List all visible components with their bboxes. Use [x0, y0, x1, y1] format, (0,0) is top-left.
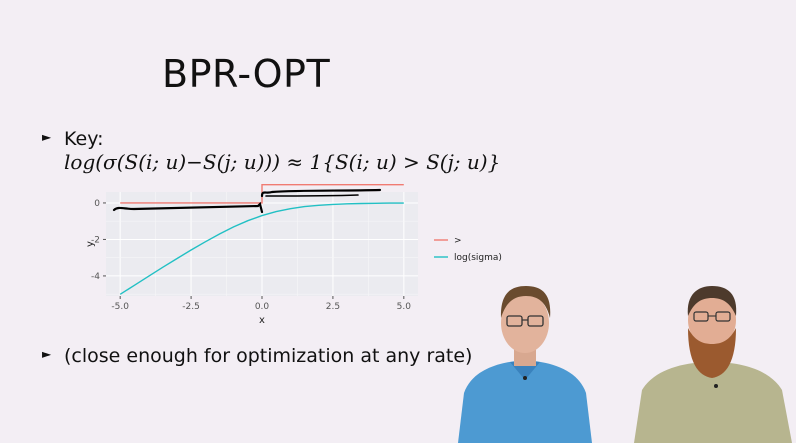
x-tick-label: 2.5 — [326, 302, 340, 312]
y-tick-label: -4 — [91, 272, 100, 282]
formula: log(σ(S(i; u)−S(j; u))) ≈ 1{S(i; u) > S(… — [64, 150, 501, 174]
x-tick-label: -5.0 — [111, 302, 129, 312]
x-axis-title: x — [259, 315, 265, 326]
speaker-video-left — [458, 286, 592, 443]
bullet-marker-icon: ► — [42, 130, 52, 144]
y-tick-label: 0 — [94, 199, 100, 209]
x-ticks: -5.0 -2.5 0.0 2.5 5.0 — [111, 296, 411, 312]
y-axis-title: y — [85, 241, 96, 247]
bullet-close-enough-text: (close enough for optimization at any ra… — [64, 345, 473, 367]
speaker-video-right — [634, 286, 792, 443]
legend-label-log-sigma: log(sigma) — [454, 253, 502, 263]
handwritten-annotation-stroke — [265, 194, 359, 197]
legend-label-step: > — [454, 236, 462, 246]
x-tick-label: -2.5 — [182, 302, 200, 312]
y-ticks: 0 -2 -4 — [91, 199, 106, 282]
bullet-key-label: Key: — [64, 128, 104, 150]
series-line-log-sigma — [119, 202, 404, 295]
slide-title: BPR-OPT — [162, 52, 331, 96]
bullet-key: ► Key: — [42, 128, 104, 150]
bullet-marker-icon: ► — [42, 347, 52, 361]
x-tick-label: 0.0 — [255, 302, 270, 312]
bullet-close-enough: ► (close enough for optimization at any … — [42, 345, 473, 367]
handwritten-annotation-stroke — [112, 188, 382, 214]
y-tick-label: -2 — [91, 235, 100, 245]
x-tick-label: 5.0 — [397, 302, 412, 312]
